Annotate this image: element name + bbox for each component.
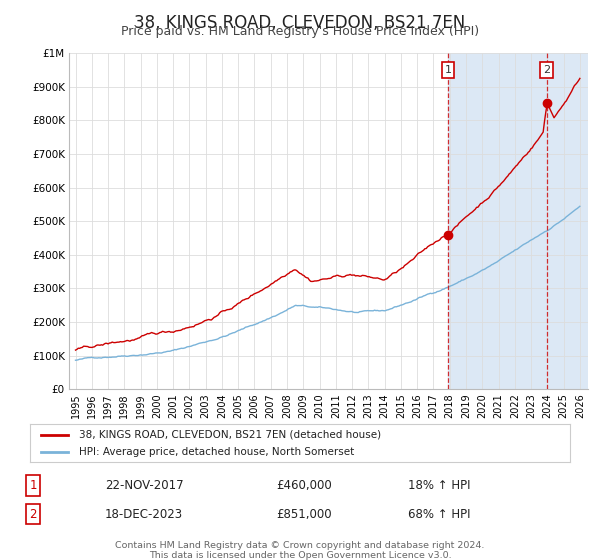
- Text: This data is licensed under the Open Government Licence v3.0.: This data is licensed under the Open Gov…: [149, 551, 451, 560]
- Text: HPI: Average price, detached house, North Somerset: HPI: Average price, detached house, Nort…: [79, 447, 354, 458]
- Text: 18-DEC-2023: 18-DEC-2023: [105, 507, 183, 521]
- Text: 18% ↑ HPI: 18% ↑ HPI: [408, 479, 470, 492]
- Text: Price paid vs. HM Land Registry's House Price Index (HPI): Price paid vs. HM Land Registry's House …: [121, 25, 479, 38]
- Text: 38, KINGS ROAD, CLEVEDON, BS21 7EN (detached house): 38, KINGS ROAD, CLEVEDON, BS21 7EN (deta…: [79, 430, 381, 440]
- Text: 1: 1: [29, 479, 37, 492]
- Text: 38, KINGS ROAD, CLEVEDON, BS21 7EN: 38, KINGS ROAD, CLEVEDON, BS21 7EN: [134, 14, 466, 32]
- Bar: [448, 53, 600, 389]
- Text: 2: 2: [29, 507, 37, 521]
- Text: 1: 1: [445, 65, 452, 75]
- Text: Contains HM Land Registry data © Crown copyright and database right 2024.: Contains HM Land Registry data © Crown c…: [115, 541, 485, 550]
- Text: 22-NOV-2017: 22-NOV-2017: [105, 479, 184, 492]
- Text: 68% ↑ HPI: 68% ↑ HPI: [408, 507, 470, 521]
- Text: £460,000: £460,000: [276, 479, 332, 492]
- Text: £851,000: £851,000: [276, 507, 332, 521]
- Text: 2: 2: [543, 65, 550, 75]
